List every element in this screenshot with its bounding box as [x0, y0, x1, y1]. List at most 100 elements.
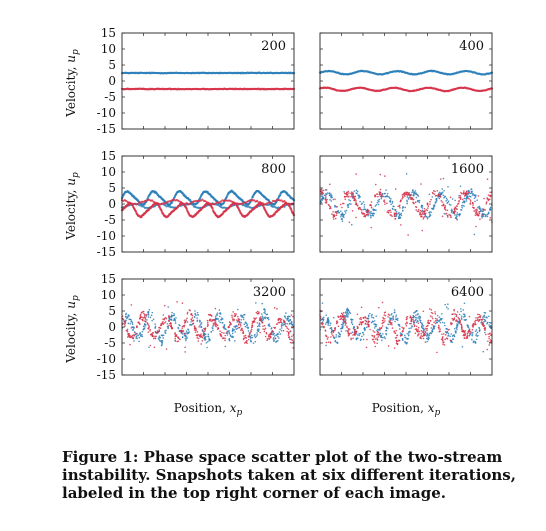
- point: [451, 313, 454, 316]
- point: [256, 332, 258, 334]
- point: [244, 341, 247, 343]
- point: [483, 314, 486, 317]
- point: [344, 210, 346, 212]
- point: [441, 313, 443, 315]
- point: [242, 332, 245, 335]
- point: [359, 200, 361, 203]
- point: [407, 234, 409, 236]
- point: [204, 338, 207, 341]
- point: [276, 333, 278, 336]
- point: [137, 322, 139, 324]
- point: [233, 313, 236, 315]
- point: [434, 311, 436, 313]
- point: [443, 344, 446, 346]
- point: [258, 311, 260, 313]
- point: [205, 341, 208, 344]
- point: [331, 333, 333, 335]
- point: [127, 322, 130, 325]
- point: [244, 322, 247, 324]
- point: [460, 197, 462, 199]
- point: [463, 302, 466, 305]
- point: [174, 322, 177, 324]
- point: [330, 336, 332, 338]
- point: [173, 314, 175, 317]
- point: [478, 319, 481, 321]
- point: [236, 327, 239, 330]
- point: [440, 192, 443, 194]
- point: [442, 340, 444, 342]
- point: [421, 322, 423, 324]
- point: [261, 321, 264, 324]
- point: [343, 318, 345, 321]
- point: [393, 309, 396, 311]
- point: [324, 197, 327, 199]
- point: [163, 318, 166, 321]
- point: [351, 195, 353, 197]
- point: [405, 316, 408, 319]
- point: [347, 313, 350, 315]
- point: [474, 330, 477, 333]
- point: [325, 196, 327, 198]
- point: [161, 334, 164, 337]
- point: [336, 320, 338, 323]
- point: [418, 201, 421, 204]
- point: [467, 189, 470, 192]
- point: [255, 317, 258, 319]
- point: [345, 209, 348, 212]
- point: [467, 324, 469, 327]
- point: [266, 313, 269, 316]
- point: [434, 202, 437, 204]
- point: [409, 322, 411, 325]
- point: [376, 201, 379, 204]
- point: [451, 198, 454, 200]
- point: [212, 319, 214, 321]
- point: [381, 325, 384, 327]
- point: [444, 206, 446, 209]
- point: [415, 196, 418, 199]
- point: [477, 313, 479, 316]
- point: [461, 206, 463, 209]
- point: [181, 333, 184, 335]
- point: [354, 334, 356, 337]
- point: [328, 183, 331, 186]
- point: [454, 199, 456, 202]
- point: [270, 201, 273, 205]
- point: [485, 201, 488, 203]
- point: [356, 334, 359, 336]
- point: [334, 204, 336, 207]
- point: [393, 205, 395, 208]
- point: [354, 330, 356, 332]
- point: [138, 340, 140, 343]
- point: [425, 328, 428, 330]
- point: [417, 328, 419, 331]
- point: [379, 173, 382, 176]
- point: [162, 321, 164, 323]
- point: [431, 330, 433, 332]
- point: [133, 327, 135, 329]
- point: [287, 328, 290, 331]
- point: [272, 331, 274, 333]
- point: [130, 327, 133, 329]
- point: [373, 331, 376, 333]
- point: [223, 323, 226, 326]
- point: [188, 331, 191, 333]
- point: [450, 333, 453, 335]
- point: [216, 328, 219, 331]
- point: [370, 215, 372, 217]
- point: [367, 322, 369, 324]
- point: [460, 328, 463, 330]
- point: [201, 336, 204, 339]
- point: [155, 331, 157, 334]
- point: [488, 335, 490, 338]
- point: [240, 328, 243, 331]
- point: [424, 331, 427, 334]
- point: [340, 214, 343, 216]
- point: [220, 335, 223, 338]
- point: [474, 321, 476, 324]
- point: [224, 339, 226, 342]
- point: [365, 213, 368, 216]
- point: [340, 312, 343, 315]
- y-tick-label: -15: [97, 368, 116, 382]
- point: [181, 327, 184, 329]
- point: [274, 326, 277, 329]
